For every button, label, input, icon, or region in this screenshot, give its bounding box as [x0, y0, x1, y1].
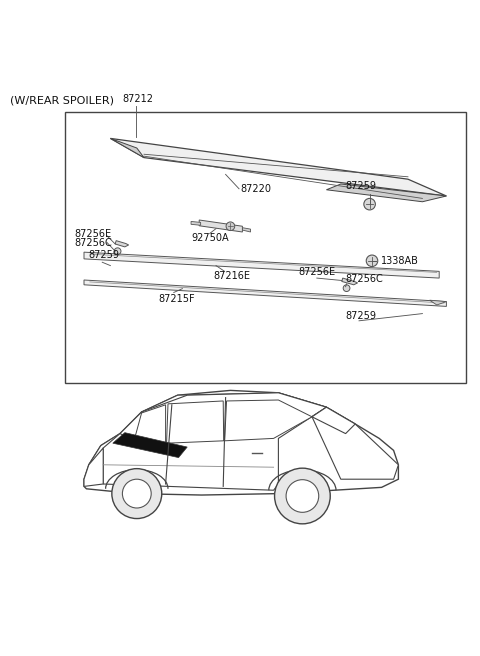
Polygon shape [110, 138, 446, 196]
Polygon shape [89, 434, 197, 473]
Polygon shape [84, 390, 398, 495]
Circle shape [275, 468, 330, 524]
Text: 87256C: 87256C [74, 237, 112, 247]
Polygon shape [225, 400, 312, 441]
Polygon shape [115, 241, 129, 247]
Polygon shape [312, 407, 355, 434]
Text: 87212: 87212 [122, 94, 154, 104]
Polygon shape [84, 448, 103, 486]
Bar [65, 112, 466, 383]
Circle shape [114, 248, 121, 255]
Circle shape [122, 479, 151, 508]
Text: 87215F: 87215F [158, 295, 195, 304]
Text: 87256E: 87256E [74, 230, 111, 239]
Text: 87216E: 87216E [214, 272, 251, 281]
Text: 87259: 87259 [346, 311, 377, 321]
Polygon shape [142, 393, 326, 420]
Polygon shape [167, 401, 224, 443]
Polygon shape [84, 280, 446, 306]
Text: 87259: 87259 [346, 181, 377, 191]
Text: 87256E: 87256E [299, 266, 336, 277]
Polygon shape [312, 407, 398, 479]
Polygon shape [110, 138, 144, 157]
Circle shape [366, 255, 378, 266]
Polygon shape [342, 278, 358, 285]
Polygon shape [430, 300, 446, 305]
Polygon shape [326, 184, 446, 202]
Text: 87259: 87259 [89, 250, 120, 260]
Circle shape [286, 480, 319, 512]
Circle shape [226, 222, 235, 230]
Polygon shape [84, 252, 439, 278]
Text: 87256C: 87256C [346, 274, 384, 284]
Polygon shape [134, 405, 166, 443]
Circle shape [112, 468, 162, 518]
Text: 87220: 87220 [240, 184, 271, 194]
Circle shape [364, 198, 375, 210]
Polygon shape [113, 433, 187, 458]
Polygon shape [242, 228, 251, 232]
Polygon shape [120, 412, 149, 440]
Polygon shape [103, 393, 326, 490]
Text: (W/REAR SPOILER): (W/REAR SPOILER) [10, 95, 114, 105]
Circle shape [343, 285, 350, 291]
Text: 1338AB: 1338AB [381, 256, 419, 266]
Polygon shape [199, 220, 242, 232]
Text: 92750A: 92750A [191, 234, 228, 243]
Polygon shape [191, 222, 201, 225]
